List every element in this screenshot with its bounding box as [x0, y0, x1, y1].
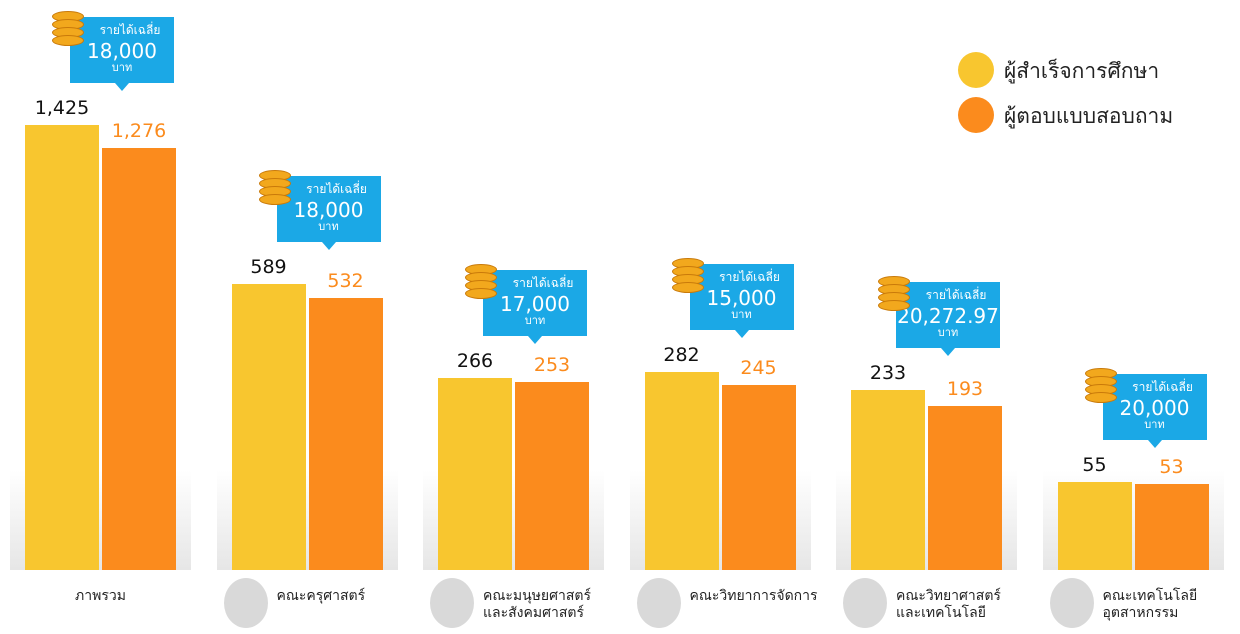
faculty-logo — [223, 578, 268, 628]
income-callout: รายได้เฉลี่ย 20,272.97 บาท — [896, 281, 1000, 348]
income-callout: รายได้เฉลี่ย 18,000 บาท — [70, 16, 174, 83]
income-label: รายได้เฉลี่ย — [925, 287, 987, 302]
income-value: 18,000 — [87, 38, 157, 63]
income-unit: บาท — [524, 313, 546, 327]
bar-value-label: 282 — [663, 343, 700, 366]
income-label: รายได้เฉลี่ย — [99, 22, 161, 37]
faculty-logo — [636, 578, 681, 628]
bar-value-label: 233 — [869, 361, 907, 384]
faculty-logo — [430, 578, 474, 628]
income-unit: บาท — [1144, 418, 1165, 432]
bar-value-label: 1,425 — [34, 96, 90, 119]
coin-icon — [52, 34, 84, 46]
category-label: คณะมนุษยศาสตร์ และสังคมศาสตร์ — [483, 588, 592, 621]
bar — [308, 297, 383, 570]
coin-icon — [878, 299, 910, 311]
bar — [231, 283, 306, 570]
income-callout: รายได้เฉลี่ย 17,000 บาท — [483, 269, 587, 336]
bar-value-label: 193 — [946, 378, 984, 401]
bar-value-label: 266 — [456, 349, 494, 372]
category-label: คณะครุศาสตร์ — [276, 588, 366, 604]
faculty-logo — [843, 578, 887, 628]
bar — [515, 382, 589, 570]
callout-arrow — [734, 329, 749, 338]
income-label: รายได้เฉลี่ย — [512, 275, 574, 290]
faculty-logo — [1049, 578, 1094, 628]
coin-icon — [1084, 392, 1117, 404]
income-unit: บาท — [318, 219, 339, 233]
income-callout: รายได้เฉลี่ย 18,000 บาท — [276, 175, 381, 242]
income-unit: บาท — [111, 60, 133, 74]
legend-marker — [958, 52, 994, 88]
bar — [438, 377, 512, 570]
income-label: รายได้เฉลี่ย — [719, 269, 780, 284]
coin-icon — [671, 281, 704, 293]
bar — [851, 389, 925, 570]
income-value: 20,272.97 — [897, 303, 999, 328]
bar-value-label: 55 — [1082, 454, 1107, 477]
category-label: คณะเทคโนโลยี อุตสาหกรรม — [1102, 588, 1198, 621]
bar — [644, 371, 719, 570]
bar-value-label: 532 — [327, 269, 364, 292]
income-callout: รายได้เฉลี่ย 15,000 บาท — [689, 263, 794, 330]
income-value: 15,000 — [706, 285, 777, 310]
income-value: 18,000 — [293, 197, 364, 222]
income-callout: รายได้เฉลี่ย 20,000 บาท — [1102, 374, 1207, 441]
income-unit: บาท — [731, 307, 752, 321]
callout-arrow — [321, 241, 336, 250]
bar — [928, 406, 1002, 570]
income-label: รายได้เฉลี่ย — [306, 181, 367, 196]
legend-label: ผู้สำเร็จการศึกษา — [1004, 59, 1160, 83]
coin-icon — [258, 193, 291, 205]
legend-label: ผู้ตอบแบบสอบถาม — [1004, 104, 1174, 128]
callout-arrow — [941, 347, 955, 356]
income-unit: บาท — [937, 325, 959, 339]
bar — [721, 385, 796, 570]
callout-arrow — [528, 335, 542, 344]
legend-marker — [958, 97, 994, 133]
category-label: ภาพรวม — [75, 588, 126, 604]
bar-value-label: 53 — [1159, 456, 1184, 479]
bar-value-label: 245 — [740, 357, 777, 380]
category-label: คณะวิทยาการจัดการ — [689, 588, 818, 604]
callout-arrow — [115, 82, 129, 91]
bar-value-label: 1,276 — [111, 120, 167, 143]
income-label: รายได้เฉลี่ย — [1132, 380, 1193, 395]
category-label: คณะวิทยาศาสตร์ และเทคโนโลยี — [896, 588, 1001, 621]
bar — [1057, 482, 1132, 570]
bar — [25, 124, 99, 570]
income-value: 17,000 — [500, 291, 570, 316]
bar — [102, 148, 176, 570]
bar-value-label: 589 — [250, 255, 287, 278]
callout-arrow — [1147, 440, 1162, 449]
bar-value-label: 253 — [533, 354, 571, 377]
bar — [1134, 484, 1209, 570]
income-value: 20,000 — [1119, 396, 1190, 421]
coin-icon — [465, 287, 497, 299]
